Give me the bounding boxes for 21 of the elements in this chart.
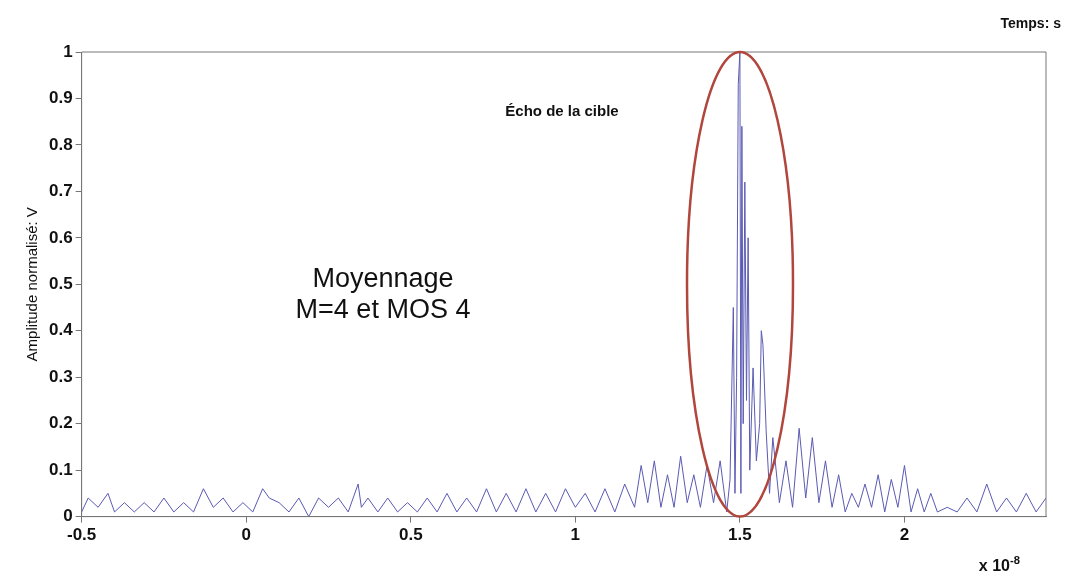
x-tick-label: 1 [570, 525, 581, 545]
y-tick-label: 0.9 [48, 88, 73, 108]
x-tick-label: 1.5 [728, 525, 752, 545]
annotation: Moyennage M=4 et MOS 4 [295, 262, 471, 324]
y-tick-label: 0.4 [48, 320, 74, 340]
x-tick-label: -0.5 [66, 525, 97, 545]
y-tick-label: 0.5 [48, 273, 73, 293]
y-tick-label: 0 [63, 506, 73, 526]
y-tick-label: 0.6 [48, 227, 73, 247]
x-tick-label: 2 [899, 525, 910, 545]
y-tick-label: 0.7 [48, 181, 73, 201]
y-tick-label: 0.2 [48, 413, 73, 433]
x-tick-label: 0.5 [398, 525, 423, 545]
annotation: Écho de la cible [505, 102, 619, 120]
y-tick-label: 0.8 [48, 134, 73, 154]
x-axis-title: Temps: s [1000, 14, 1062, 31]
x-tick-label: 0 [241, 525, 251, 545]
y-tick-label: 0.3 [48, 366, 73, 386]
y-tick-label: 1 [63, 41, 73, 61]
y-tick-label: 0.1 [48, 459, 73, 479]
y-axis-title: Amplitude normalisé: V [23, 207, 41, 362]
